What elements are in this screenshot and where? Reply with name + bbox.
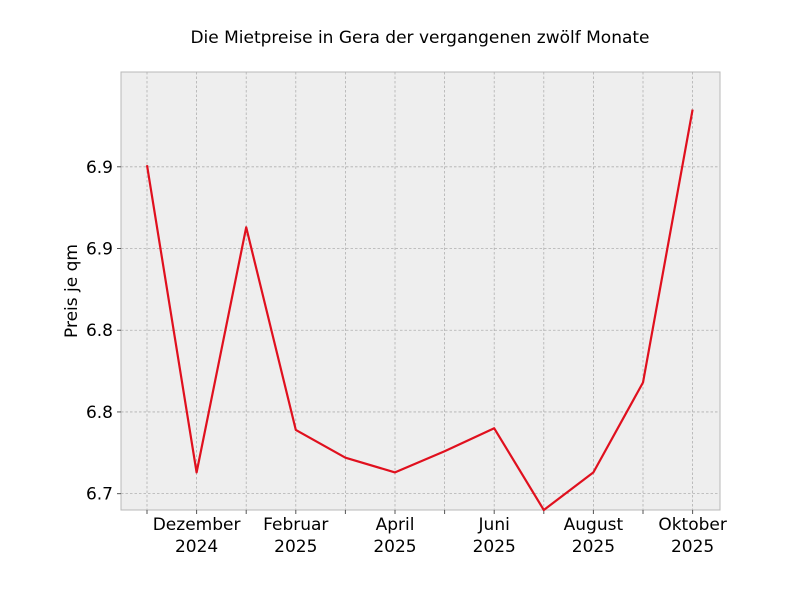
tick-labels: 6.7 6.8 6.8 6.9 6.9 Dezember 2024 Februar 2025 Ap… [86,158,727,557]
x-tick-label: Februar 2025 [263,515,328,557]
y-tick-label: 6.9 [86,158,113,178]
plot-area [120,71,721,511]
x-tick-label: Juni 2025 [473,515,516,557]
y-tick-label: 6.7 [86,485,113,505]
y-tick-label: 6.9 [86,240,113,260]
y-tick-label: 6.8 [86,321,113,341]
x-tick-label: Dezember 2024 [153,515,241,557]
chart-title: Die Mietpreise in Gera der vergangenen z… [190,28,649,48]
axis-ticks [117,166,694,514]
x-tick-label: Oktober 2025 [658,515,727,557]
series-line [145,109,694,512]
y-axis-label: Preis je qm [62,244,82,338]
y-tick-label: 6.8 [86,403,113,423]
series-layer [145,109,694,512]
grid [121,72,720,510]
x-tick-label: August 2025 [564,515,624,557]
x-tick-label: April 2025 [373,515,416,557]
